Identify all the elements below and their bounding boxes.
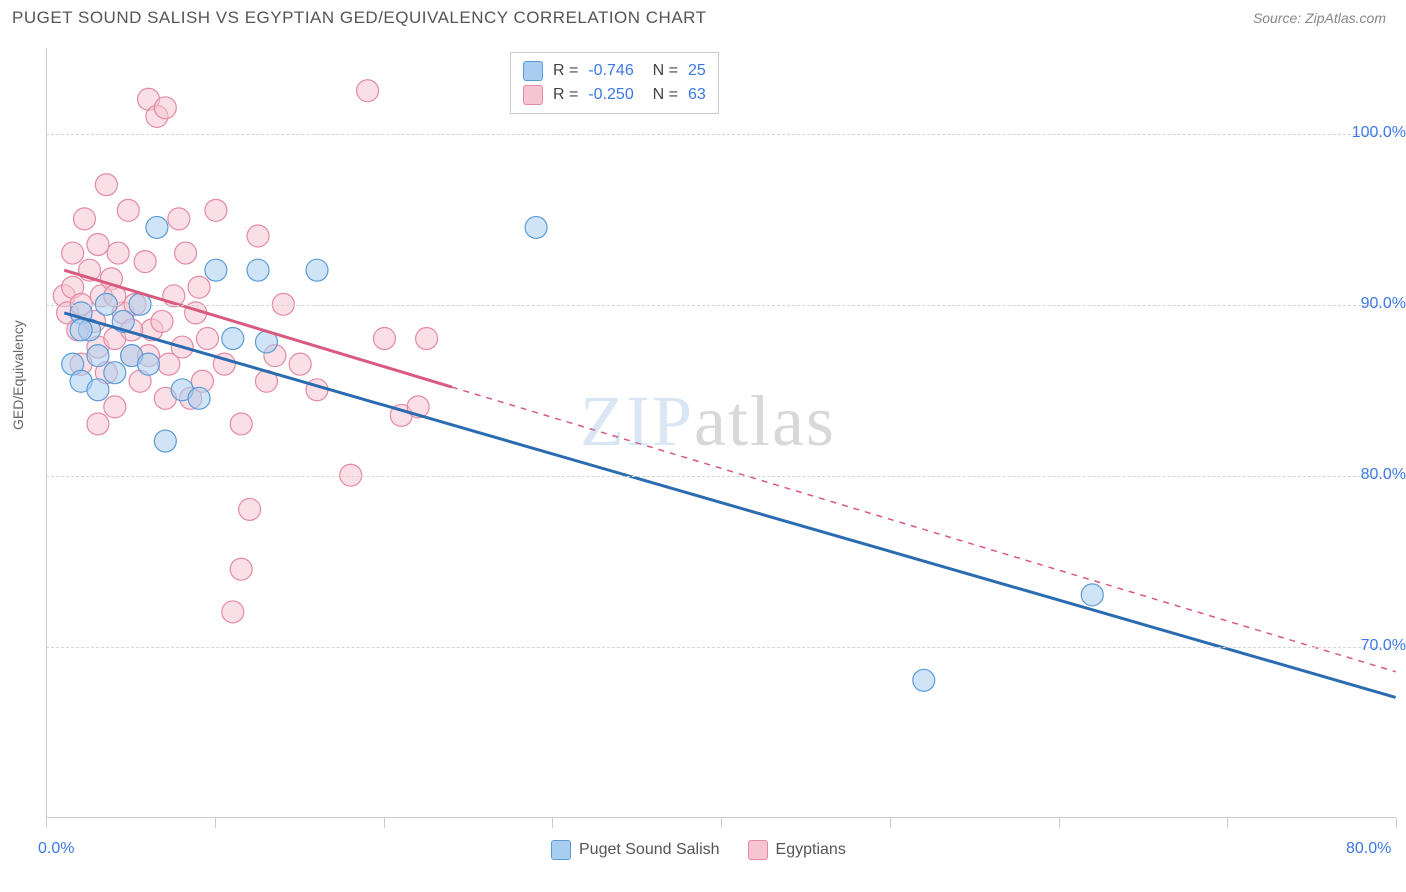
data-point [134,251,156,273]
chart-area [46,48,1396,818]
x-tick [552,818,553,828]
data-point [104,396,126,418]
gridline [46,305,1396,306]
data-point [95,174,117,196]
x-axis-min-label: 0.0% [38,840,74,858]
legend-item: Puget Sound Salish [551,840,720,860]
x-tick [384,818,385,828]
y-tick-label: 90.0% [1336,295,1406,313]
x-tick [890,818,891,828]
n-label: N = [644,86,678,104]
swatch-icon [523,61,543,81]
gridline [46,476,1396,477]
y-tick-label: 70.0% [1336,637,1406,655]
data-point [1081,584,1103,606]
legend-item: Egyptians [748,840,846,860]
data-point [107,242,129,264]
data-point [117,199,139,221]
data-point [146,216,168,238]
x-tick [1396,818,1397,828]
n-value-1: 25 [688,62,706,80]
data-point [73,208,95,230]
y-axis-label: GED/Equivalency [10,320,26,430]
data-point [247,259,269,281]
swatch-icon [748,840,768,860]
x-tick [46,818,47,828]
y-tick-label: 100.0% [1336,124,1406,142]
data-point [196,328,218,350]
chart-source: Source: ZipAtlas.com [1253,10,1386,26]
data-point [230,558,252,580]
chart-header: PUGET SOUND SALISH VS EGYPTIAN GED/EQUIV… [0,0,1406,36]
gridline [46,647,1396,648]
data-point [62,242,84,264]
data-point [913,669,935,691]
scatter-plot [47,48,1396,817]
data-point [416,328,438,350]
data-point [222,328,244,350]
swatch-icon [523,85,543,105]
data-point [188,387,210,409]
data-point [525,216,547,238]
x-tick [1227,818,1228,828]
trend-line [64,313,1395,698]
legend-row-2: R = -0.250 N = 63 [523,83,706,107]
data-point [247,225,269,247]
y-tick-label: 80.0% [1336,466,1406,484]
data-point [373,328,395,350]
r-value-1: -0.746 [588,62,633,80]
data-point [188,276,210,298]
data-point [357,80,379,102]
x-tick [215,818,216,828]
swatch-icon [551,840,571,860]
data-point [205,259,227,281]
legend-label: Egyptians [776,841,846,859]
n-value-2: 63 [688,86,706,104]
correlation-legend: R = -0.746 N = 25 R = -0.250 N = 63 [510,52,719,114]
data-point [154,97,176,119]
data-point [70,319,92,341]
data-point [222,601,244,623]
data-point [87,413,109,435]
legend-label: Puget Sound Salish [579,841,720,859]
data-point [87,379,109,401]
legend-row-1: R = -0.746 N = 25 [523,59,706,83]
data-point [168,208,190,230]
data-point [151,310,173,332]
data-point [230,413,252,435]
data-point [205,199,227,221]
x-tick [721,818,722,828]
r-label: R = [553,86,578,104]
data-point [306,259,328,281]
x-tick [1059,818,1060,828]
data-point [138,353,160,375]
series-legend: Puget Sound Salish Egyptians [551,840,846,860]
data-point [306,379,328,401]
data-point [289,353,311,375]
data-point [175,242,197,264]
data-point [87,345,109,367]
data-point [154,430,176,452]
r-value-2: -0.250 [588,86,633,104]
data-point [104,362,126,384]
trend-line-dashed [452,387,1396,672]
r-label: R = [553,62,578,80]
data-point [87,234,109,256]
chart-title: PUGET SOUND SALISH VS EGYPTIAN GED/EQUIV… [12,8,707,28]
n-label: N = [644,62,678,80]
gridline [46,134,1396,135]
data-point [239,498,261,520]
x-axis-max-label: 80.0% [1346,840,1391,858]
